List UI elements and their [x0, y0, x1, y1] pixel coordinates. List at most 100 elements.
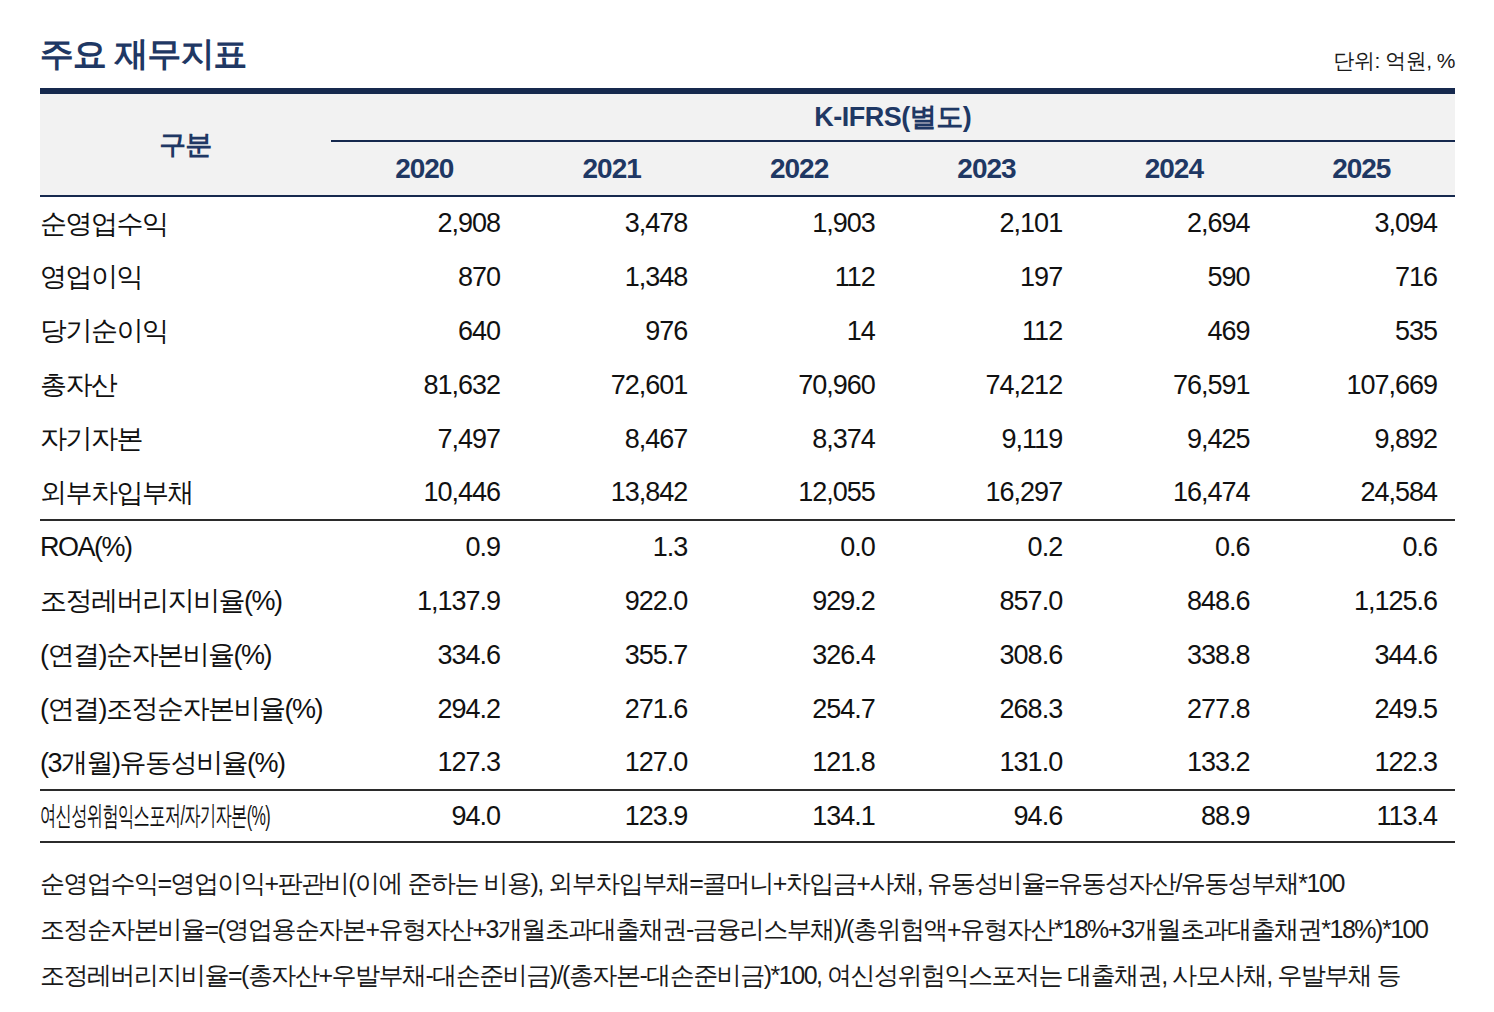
table-cell: 976: [518, 304, 705, 358]
table-header: 구분 K-IFRS(별도) 2020 2021 2022 2023 2024 2…: [40, 94, 1455, 196]
table-cell: 9,892: [1268, 412, 1455, 466]
table-cell: 127.0: [518, 736, 705, 790]
table-cell: 1,137.9: [331, 574, 518, 628]
table-cell: 2,908: [331, 196, 518, 250]
unit-label: 단위: 억원, %: [1333, 47, 1455, 78]
table-cell: 0.6: [1268, 520, 1455, 574]
table-cell: 2,101: [893, 196, 1080, 250]
table-cell: 8,467: [518, 412, 705, 466]
table-cell: 74,212: [893, 358, 1080, 412]
table-cell: 72,601: [518, 358, 705, 412]
table-cell: 344.6: [1268, 628, 1455, 682]
table-row: 여신성위험익스포저/자기자본(%)94.0123.9134.194.688.91…: [40, 790, 1455, 842]
row-label-text: 외부차입부채: [40, 478, 193, 508]
table-cell: 870: [331, 250, 518, 304]
table-cell: 0.0: [705, 520, 892, 574]
table-cell: 268.3: [893, 682, 1080, 736]
table-cell: 133.2: [1080, 736, 1267, 790]
table-cell: 1,903: [705, 196, 892, 250]
table-cell: 76,591: [1080, 358, 1267, 412]
row-label-text: 자기자본: [40, 424, 142, 454]
table-cell: 112: [705, 250, 892, 304]
table-row: ROA(%)0.91.30.00.20.60.6: [40, 520, 1455, 574]
row-label-text: ROA(%): [40, 532, 132, 562]
table-cell: 12,055: [705, 466, 892, 520]
table-cell: 922.0: [518, 574, 705, 628]
year-header: 2024: [1080, 141, 1267, 196]
table-cell: 122.3: [1268, 736, 1455, 790]
row-label: (연결)순자본비율(%): [40, 628, 331, 682]
table-cell: 0.9: [331, 520, 518, 574]
table-cell: 197: [893, 250, 1080, 304]
report-page: 주요 재무지표 단위: 억원, % 구분 K-IFRS(별도) 2020 202…: [40, 0, 1455, 998]
table-cell: 112: [893, 304, 1080, 358]
table-cell: 929.2: [705, 574, 892, 628]
row-label-text: 여신성위험익스포저/자기자본(%): [40, 798, 270, 834]
row-label-text: (연결)조정순자본비율(%): [40, 694, 322, 724]
table-cell: 7,497: [331, 412, 518, 466]
table-cell: 3,094: [1268, 196, 1455, 250]
table-cell: 0.2: [893, 520, 1080, 574]
table-cell: 355.7: [518, 628, 705, 682]
table-cell: 107,669: [1268, 358, 1455, 412]
table-cell: 70,960: [705, 358, 892, 412]
table-cell: 0.6: [1080, 520, 1267, 574]
table-cell: 294.2: [331, 682, 518, 736]
table-cell: 1.3: [518, 520, 705, 574]
table-cell: 127.3: [331, 736, 518, 790]
table-cell: 716: [1268, 250, 1455, 304]
table-cell: 121.8: [705, 736, 892, 790]
table-cell: 249.5: [1268, 682, 1455, 736]
row-label: 영업이익: [40, 250, 331, 304]
table-row: 순영업수익 2,9083,4781,9032,1012,6943,094: [40, 196, 1455, 250]
row-label: (3개월)유동성비율(%): [40, 736, 331, 790]
table-cell: 326.4: [705, 628, 892, 682]
table-row: (연결)조정순자본비율(%) 294.2271.6254.7268.3277.82…: [40, 682, 1455, 736]
row-label: (연결)조정순자본비율(%): [40, 682, 331, 736]
table-cell: 94.6: [893, 790, 1080, 842]
table-row: 자기자본7,4978,4678,3749,1199,4259,892: [40, 412, 1455, 466]
table-cell: 535: [1268, 304, 1455, 358]
table-cell: 134.1: [705, 790, 892, 842]
table-cell: 10,446: [331, 466, 518, 520]
table-cell: 24,584: [1268, 466, 1455, 520]
table-cell: 9,425: [1080, 412, 1267, 466]
table-cell: 113.4: [1268, 790, 1455, 842]
year-header: 2023: [893, 141, 1080, 196]
row-label-text: 순영업수익: [40, 209, 168, 239]
table-cell: 1,125.6: [1268, 574, 1455, 628]
table-cell: 131.0: [893, 736, 1080, 790]
year-header: 2020: [331, 141, 518, 196]
table-cell: 277.8: [1080, 682, 1267, 736]
table-cell: 2,694: [1080, 196, 1267, 250]
table-cell: 9,119: [893, 412, 1080, 466]
table-body: 순영업수익2,9083,4781,9032,1012,6943,094영업이익8…: [40, 196, 1455, 842]
table-row: 영업이익8701,348112197590716: [40, 250, 1455, 304]
table-cell: 16,474: [1080, 466, 1267, 520]
table-row: (연결)순자본비율(%)334.6355.7326.4308.6338.8344…: [40, 628, 1455, 682]
table-cell: 308.6: [893, 628, 1080, 682]
row-label-text: (연결)순자본비율(%): [40, 640, 271, 670]
table-cell: 271.6: [518, 682, 705, 736]
row-label: 총자산: [40, 358, 331, 412]
footnotes: 순영업수익=영업이익+판관비(이에 준하는 비용), 외부차입부채=콜머니+차입…: [40, 860, 1455, 998]
table-cell: 81,632: [331, 358, 518, 412]
table-cell: 338.8: [1080, 628, 1267, 682]
table-row: (3개월)유동성비율(%)127.3127.0121.8131.0133.212…: [40, 736, 1455, 790]
table-row: 외부차입부채10,44613,84212,05516,29716,47424,5…: [40, 466, 1455, 520]
table-cell: 857.0: [893, 574, 1080, 628]
title-block: 주요 재무지표 단위: 억원, %: [40, 32, 1455, 94]
year-header: 2021: [518, 141, 705, 196]
group-header-label: K-IFRS(별도): [331, 94, 1455, 141]
table-cell: 848.6: [1080, 574, 1267, 628]
table-cell: 1,348: [518, 250, 705, 304]
table-cell: 3,478: [518, 196, 705, 250]
row-label: 순영업수익: [40, 196, 331, 250]
table-cell: 16,297: [893, 466, 1080, 520]
table-row: 당기순이익64097614112469535: [40, 304, 1455, 358]
row-header-label: 구분: [40, 94, 331, 196]
group-header-row: 구분 K-IFRS(별도): [40, 94, 1455, 141]
row-label: 여신성위험익스포저/자기자본(%): [40, 790, 331, 842]
table-cell: 123.9: [518, 790, 705, 842]
table-cell: 254.7: [705, 682, 892, 736]
